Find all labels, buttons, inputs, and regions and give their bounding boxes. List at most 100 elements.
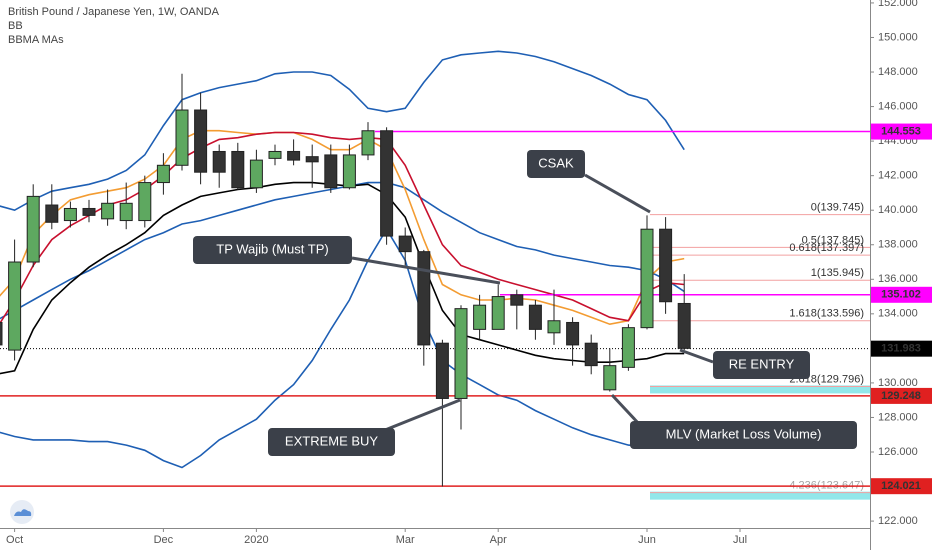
indicator-line <box>0 181 685 320</box>
x-tick-label: Mar <box>396 534 415 546</box>
price-axis <box>870 0 932 550</box>
candle-body <box>324 154 338 189</box>
symbol-title: British Pound / Japanese Yen, 1W, OANDA <box>8 6 220 18</box>
x-tick-label: Apr <box>490 534 507 546</box>
plot-area: 0(139.745) 0.5(137.845)0.618(137.397) 1(13… <box>0 50 870 500</box>
candle-body <box>640 228 654 329</box>
callout-pointer <box>351 256 501 285</box>
x-tick-label: Jul <box>733 534 747 546</box>
callout-pointer <box>584 173 651 214</box>
x-tick-label: 2020 <box>244 534 268 546</box>
indicator-line <box>0 129 685 326</box>
callout-box <box>630 421 857 449</box>
callout-text: CSAK <box>538 155 574 170</box>
candle-body <box>454 308 468 399</box>
fib-label: 0(139.745) <box>811 202 864 214</box>
y-tick-label: 134.000 <box>878 308 918 320</box>
candle-body <box>175 109 189 166</box>
indicator-line <box>0 227 685 469</box>
x-tick-label: Dec <box>154 534 174 546</box>
price-tag <box>871 340 932 357</box>
candle-body <box>528 304 542 330</box>
candle-body <box>156 164 170 184</box>
axis-layer: 122.000124.000126.000128.000130.000132.0… <box>6 0 932 546</box>
callout-box <box>527 150 585 178</box>
y-tick-label: 122.000 <box>878 515 918 527</box>
candle-body <box>268 150 282 159</box>
indicator-label: BB <box>8 20 23 32</box>
callout-box <box>193 236 352 264</box>
candle-body <box>491 296 505 330</box>
y-tick-label: 150.000 <box>878 31 918 43</box>
callout-pointer <box>379 398 461 434</box>
y-tick-label: 140.000 <box>878 204 918 216</box>
callout-text: TP Wajib (Must TP) <box>216 241 328 256</box>
indicator-label: BBMA MAs <box>8 34 64 46</box>
fib-label: 0.618(137.397) <box>789 242 864 254</box>
logo-cloud <box>14 509 32 516</box>
candle-body <box>342 154 356 189</box>
price-tag-label: 135.102 <box>881 289 921 301</box>
y-tick-label: 130.000 <box>878 377 918 389</box>
callout-text: MLV (Market Loss Volume) <box>666 426 822 441</box>
callout-pointer <box>679 348 714 364</box>
callout-text: RE ENTRY <box>729 356 795 371</box>
candle-body <box>63 207 77 222</box>
candle-body <box>45 204 59 223</box>
y-tick-label: 126.000 <box>878 446 918 458</box>
candle-body <box>361 130 375 156</box>
fib-zone <box>650 491 870 500</box>
y-tick-label: 128.000 <box>878 411 918 423</box>
indicator-line <box>0 181 685 375</box>
x-tick-label: Jun <box>638 534 656 546</box>
y-tick-label: 148.000 <box>878 66 918 78</box>
candle-body <box>305 156 319 163</box>
fib-label: 1.618(133.596) <box>789 308 864 320</box>
candle-body <box>473 304 487 330</box>
candle-body <box>119 202 133 222</box>
candle-body <box>101 202 115 220</box>
candle-body <box>603 365 617 391</box>
y-tick-label: 138.000 <box>878 239 918 251</box>
indicator-line <box>0 50 685 212</box>
candle-body <box>547 320 561 334</box>
candle-body <box>287 150 301 161</box>
candle-body <box>249 159 263 189</box>
y-tick-label: 152.000 <box>878 0 918 9</box>
y-tick-label: 146.000 <box>878 100 918 112</box>
price-tag-label: 144.553 <box>881 125 921 137</box>
candle-body <box>82 207 96 216</box>
candle-body <box>212 150 226 173</box>
candle-body <box>138 182 152 222</box>
candle-body <box>621 327 635 368</box>
candle-body <box>659 228 673 303</box>
price-tag <box>871 286 932 303</box>
callout-text: EXTREME BUY <box>285 433 379 448</box>
candle-body <box>566 321 580 346</box>
candle-body <box>677 302 691 349</box>
fib-label: 1(135.945) <box>811 267 864 279</box>
callout-box <box>713 351 810 379</box>
price-tag-label: 129.248 <box>881 390 921 402</box>
candle-body <box>231 150 245 189</box>
price-tag-label: 124.021 <box>881 480 921 492</box>
y-tick-label: 136.000 <box>878 273 918 285</box>
logo <box>10 500 34 524</box>
fib-zone <box>650 385 870 394</box>
fib-label: 0.5(137.845) <box>802 234 864 246</box>
price-tag-label: 131.983 <box>881 343 921 355</box>
price-tag <box>871 478 932 495</box>
callout-pointer <box>610 393 642 427</box>
candle-body <box>435 342 449 399</box>
candle-body <box>417 251 431 346</box>
price-tag <box>871 123 932 140</box>
candle-body <box>380 130 394 237</box>
y-tick-label: 142.000 <box>878 170 918 182</box>
price-tag <box>871 387 932 404</box>
candle-body <box>0 321 3 346</box>
candle-body <box>26 195 40 263</box>
candle-body <box>398 235 412 253</box>
